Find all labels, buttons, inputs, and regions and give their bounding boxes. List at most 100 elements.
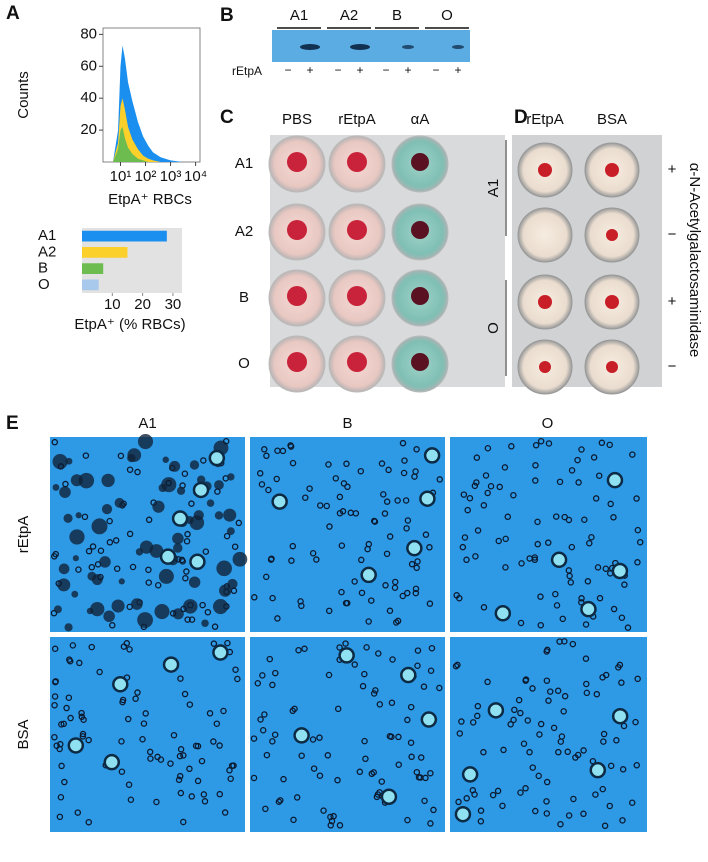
cell <box>267 556 275 563</box>
cell <box>559 615 567 623</box>
cell <box>618 614 626 622</box>
cell <box>386 533 394 540</box>
cell <box>629 451 636 458</box>
cell <box>154 582 162 589</box>
cell <box>257 716 264 723</box>
cell <box>359 682 367 690</box>
cell <box>567 579 575 586</box>
cell <box>140 720 148 727</box>
cell <box>385 466 392 474</box>
cell <box>332 475 340 482</box>
pellet <box>539 361 551 373</box>
cell <box>388 733 395 741</box>
cell <box>363 644 370 651</box>
clump <box>173 543 183 553</box>
cell <box>566 572 573 580</box>
clump <box>58 563 70 575</box>
cell <box>210 738 217 745</box>
clump <box>137 433 154 450</box>
cell <box>109 622 116 629</box>
cell <box>277 797 284 804</box>
clump <box>223 508 237 522</box>
x-axis-label: EtpA⁺ RBCs <box>108 191 192 208</box>
cell <box>428 644 436 652</box>
clump <box>111 599 125 613</box>
cell <box>460 491 468 498</box>
clump <box>131 598 143 610</box>
cell <box>302 494 309 501</box>
cell <box>602 565 610 572</box>
cell <box>463 556 470 564</box>
cell <box>420 683 428 690</box>
cell <box>180 752 187 759</box>
bead <box>67 737 85 754</box>
cell <box>545 697 552 704</box>
cell <box>177 746 185 753</box>
clump <box>118 578 125 585</box>
cell <box>210 640 218 647</box>
clump <box>158 483 167 493</box>
clump <box>52 454 68 470</box>
cell <box>621 581 628 588</box>
cell <box>61 778 68 786</box>
cell <box>607 500 614 508</box>
cell <box>596 594 604 602</box>
column-label: αA <box>411 111 430 128</box>
clump <box>65 457 73 465</box>
cell <box>177 675 184 682</box>
cell <box>272 669 279 677</box>
blot-band <box>300 44 320 50</box>
clump <box>219 584 232 597</box>
bead <box>212 644 229 661</box>
cell <box>552 590 559 598</box>
cell <box>340 480 348 487</box>
clump <box>90 601 105 617</box>
cell <box>263 751 271 759</box>
cell <box>364 545 371 553</box>
cell <box>601 822 609 830</box>
cell <box>381 510 389 517</box>
sign: + <box>404 63 411 77</box>
clump <box>103 610 115 623</box>
pellet <box>287 152 307 172</box>
cell <box>628 799 636 806</box>
cell <box>536 731 543 738</box>
cell <box>145 566 152 574</box>
bead <box>380 788 398 805</box>
cell <box>610 605 618 613</box>
cell <box>181 470 189 478</box>
cell <box>78 713 86 721</box>
cell <box>119 698 126 706</box>
clump <box>214 511 224 520</box>
cell <box>327 813 334 821</box>
clump <box>52 484 60 491</box>
clump <box>162 456 169 463</box>
cell <box>399 439 407 447</box>
cell <box>188 500 195 507</box>
cell <box>63 704 70 712</box>
cell <box>81 513 89 521</box>
cell <box>201 798 209 805</box>
cell <box>183 537 191 545</box>
clump <box>63 513 73 523</box>
cell <box>561 692 569 700</box>
sign: + <box>668 293 677 310</box>
cell <box>342 599 350 607</box>
column-label: A1 <box>138 415 156 432</box>
cell <box>375 650 382 657</box>
cell <box>269 594 276 602</box>
cell <box>234 675 241 683</box>
cell <box>288 557 295 564</box>
row-label: rEtpA <box>15 516 32 554</box>
clump <box>99 556 111 568</box>
cell <box>421 797 428 805</box>
cell <box>550 724 558 732</box>
cell <box>524 717 532 724</box>
cell <box>412 468 419 475</box>
cell <box>188 616 196 623</box>
cell <box>502 535 509 543</box>
cell <box>82 452 90 459</box>
cell <box>226 767 233 774</box>
cell <box>50 609 58 617</box>
pellet <box>606 361 618 373</box>
